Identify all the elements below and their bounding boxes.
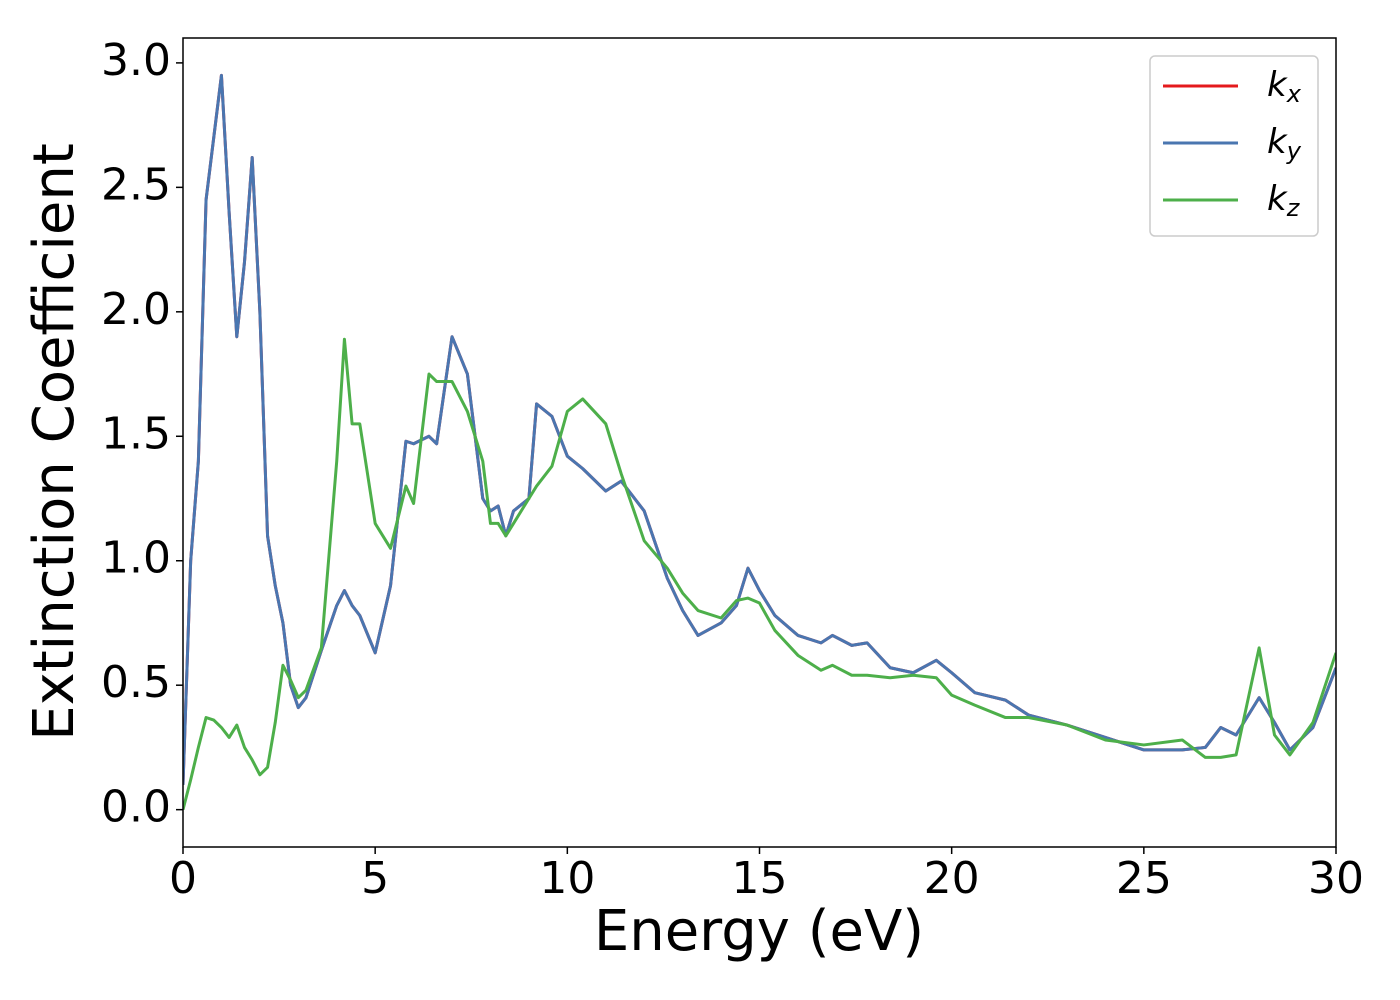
x-tick-label: 25 [1116,853,1172,904]
x-tick-label: 20 [924,853,980,904]
y-tick-label: 1.5 [101,408,171,459]
y-tick-label: 1.0 [101,533,171,584]
y-tick-label: 3.0 [101,35,171,86]
x-tick-label: 30 [1308,853,1364,904]
x-tick-label: 10 [539,853,595,904]
x-tick-label: 0 [169,853,197,904]
line-series [183,337,1336,811]
legend-box [1149,55,1319,237]
y-tick-label: 2.5 [101,159,171,210]
y-axis-label: Extinction Coefficient [22,143,87,741]
y-tick-label: 0.5 [101,657,171,708]
x-tick-label: 15 [732,853,788,904]
y-tick-label: 2.0 [101,284,171,335]
legend-label: kz [1267,179,1301,223]
legend-label: ky [1267,122,1302,166]
legend-label: kx [1267,65,1302,109]
y-tick-label: 0.0 [101,782,171,833]
x-axis-label: Energy (eV) [594,899,924,964]
line-series [183,73,1336,785]
x-tick-label: 5 [361,853,389,904]
plot-frame [182,37,1337,848]
